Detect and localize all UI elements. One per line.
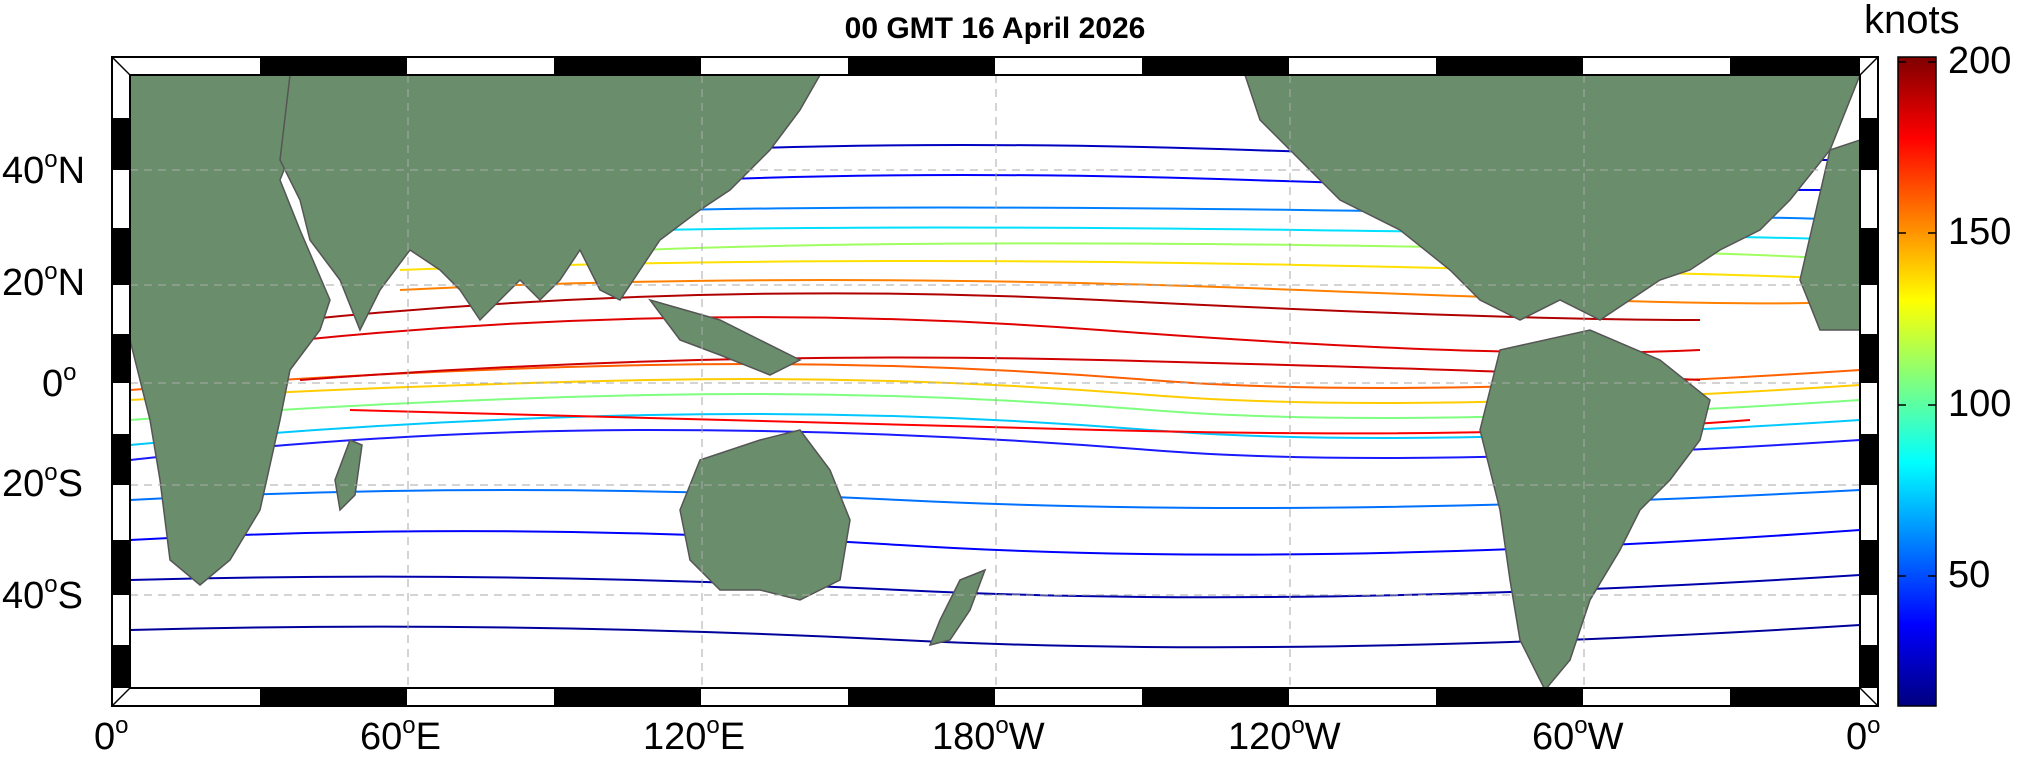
north-america-landmass xyxy=(1244,75,1860,321)
colorbar-tick-label: 100 xyxy=(1948,383,2012,425)
new-zealand-landmass xyxy=(928,568,987,647)
maritime-continent-landmass xyxy=(648,298,802,376)
colorbar-tick-label: 50 xyxy=(1948,554,1991,596)
colorbar-ticks xyxy=(1898,61,1936,577)
graticule xyxy=(130,75,1860,688)
latitude-label: 0o xyxy=(42,359,77,405)
map-frame xyxy=(111,56,1879,707)
latitude-label: 40oS xyxy=(2,571,83,617)
colorbar-tick-label: 150 xyxy=(1948,211,2012,253)
west-africa-edge-landmass xyxy=(1799,139,1860,331)
australia-landmass xyxy=(679,429,851,601)
colorbar xyxy=(1897,56,1937,707)
longitude-label: 60oW xyxy=(1532,712,1624,758)
longitude-label: 180oW xyxy=(932,712,1045,758)
longitude-label: 120oE xyxy=(643,712,746,758)
map-title: 00 GMT 16 April 2026 xyxy=(844,12,1146,45)
madagascar-landmass xyxy=(334,439,363,512)
map-plot-area xyxy=(130,75,1860,688)
colorbar-gradient xyxy=(1897,56,1937,707)
south-america-landmass xyxy=(1479,329,1711,688)
latitude-label: 40oN xyxy=(2,146,86,192)
land-masses xyxy=(130,75,1860,688)
eurasia-landmass xyxy=(279,75,821,332)
longitude-label: 60oE xyxy=(360,712,441,758)
latitude-label: 20oS xyxy=(2,459,83,505)
colorbar-units-label: knots xyxy=(1864,0,1960,42)
colorbar-tick-label: 200 xyxy=(1948,40,2012,82)
latitude-label: 20oN xyxy=(2,258,86,304)
longitude-label: 0o xyxy=(94,712,129,758)
longitude-label: 0o xyxy=(1846,712,1881,758)
longitude-label: 120oW xyxy=(1228,712,1341,758)
